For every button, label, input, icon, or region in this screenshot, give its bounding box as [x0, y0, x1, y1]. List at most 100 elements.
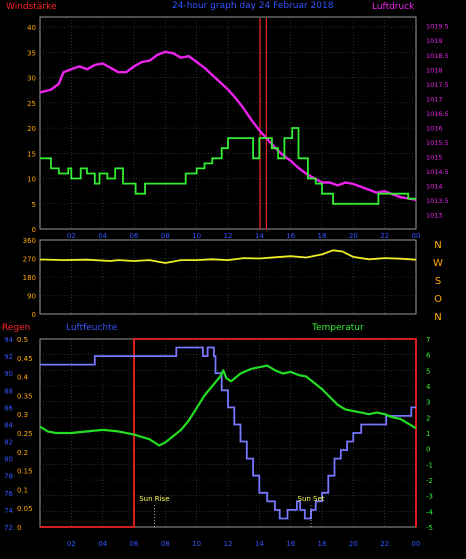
- x-tick-label: 10: [192, 540, 201, 548]
- rain-tick-label: 0.2: [17, 449, 28, 457]
- pressure-line: [39, 50, 417, 202]
- wind-tick-label: 20: [27, 125, 36, 133]
- temperature-tick-label: 1: [426, 430, 430, 438]
- temperature-tick-label: -3: [426, 493, 433, 501]
- rain-axis-title: Regen: [2, 323, 30, 333]
- pressure-tick-label: 1016: [426, 124, 443, 132]
- humidity-tick-label: 72: [4, 524, 13, 532]
- x-tick-label: 02: [67, 232, 76, 240]
- wind-tick-label: 10: [27, 176, 36, 184]
- wind-tick-label: 5: [32, 201, 36, 209]
- humidity-line: [40, 346, 416, 520]
- x-tick-label: 20: [349, 540, 358, 548]
- pressure-tick-label: 1014.5: [426, 168, 449, 176]
- compass-label: W: [433, 258, 443, 269]
- pressure-tick-label: 1015: [426, 153, 443, 161]
- humidity-tick-label: 76: [4, 490, 13, 498]
- chart-title: 24-hour graph day 24 Februar 2018: [172, 1, 334, 11]
- pressure-tick-label: 1019: [426, 37, 443, 45]
- humidity-tick-label: 74: [4, 507, 13, 515]
- pressure-tick-label: 1017: [426, 95, 443, 103]
- humidity-tick-label: 80: [4, 456, 13, 464]
- wind-line: [40, 127, 416, 205]
- compass-label: S: [435, 276, 441, 287]
- wind-tick-label: 35: [27, 49, 36, 57]
- pressure-tick-label: 1016.5: [426, 110, 449, 118]
- sunset-label: Sun Set: [298, 495, 325, 503]
- wind-tick-label: 30: [27, 75, 36, 83]
- temperature-tick-label: -1: [426, 461, 433, 469]
- temperature-axis-title: Temperatur: [311, 323, 364, 333]
- compass-label: N: [434, 312, 441, 323]
- rain-tick-label: 0.1: [17, 486, 28, 494]
- x-tick-label: 18: [318, 232, 327, 240]
- direction-tick-label: 180: [23, 274, 36, 282]
- humidity-tick-label: 88: [4, 387, 13, 395]
- x-tick-label: 06: [130, 540, 139, 548]
- rain-tick-label: 0.05: [17, 505, 33, 513]
- wind-axis-title: Windstärke: [6, 2, 57, 12]
- rain-tick-label: 0.45: [17, 355, 33, 363]
- wind-tick-label: 25: [27, 100, 36, 108]
- temperature-tick-label: 2: [426, 414, 430, 422]
- direction-tick-label: 360: [23, 237, 36, 245]
- rain-tick-label: 0: [17, 524, 21, 532]
- rain-tick-label: 0.3: [17, 411, 28, 419]
- x-tick-label: 14: [255, 540, 264, 548]
- temperature-tick-label: 3: [426, 399, 430, 407]
- x-tick-label: 06: [130, 232, 139, 240]
- x-tick-label: 10: [192, 232, 201, 240]
- pressure-tick-label: 1017.5: [426, 81, 449, 89]
- x-tick-label: 08: [161, 232, 170, 240]
- humidity-tick-label: 86: [4, 404, 13, 412]
- rain-tick-label: 0.15: [17, 468, 33, 476]
- compass-label: N: [434, 240, 441, 251]
- humidity-tick-label: 78: [4, 473, 13, 481]
- wind-tick-label: 15: [27, 150, 36, 158]
- direction-tick-label: 0: [32, 311, 36, 319]
- rain-tick-label: 0.25: [17, 430, 33, 438]
- x-tick-label: 16: [286, 232, 295, 240]
- direction-line: [39, 249, 417, 264]
- x-tick-label: 22: [380, 540, 389, 548]
- wind-tick-label: 40: [27, 24, 36, 32]
- humidity-tick-label: 90: [4, 370, 13, 378]
- humidity-tick-label: 94: [4, 336, 13, 344]
- temperature-tick-label: -4: [426, 508, 434, 516]
- x-tick-label: 08: [161, 540, 170, 548]
- humidity-tick-label: 92: [4, 353, 13, 361]
- x-tick-label: 12: [224, 232, 233, 240]
- x-tick-label: 18: [318, 540, 327, 548]
- temperature-tick-label: 5: [426, 367, 430, 375]
- wind-tick-label: 0: [32, 226, 36, 234]
- pressure-tick-label: 1018: [426, 66, 443, 74]
- pressure-tick-label: 1013.5: [426, 197, 449, 205]
- x-tick-label: 22: [380, 232, 389, 240]
- grid-layer: [39, 16, 417, 528]
- pressure-tick-label: 1013: [426, 211, 443, 219]
- sunrise-label: Sun Rise: [139, 495, 169, 503]
- x-tick-label: 00: [412, 540, 421, 548]
- rain-line: [40, 338, 417, 528]
- direction-tick-label: 90: [27, 293, 36, 301]
- x-tick-label: 16: [286, 540, 295, 548]
- x-tick-label: 02: [67, 540, 76, 548]
- series-layer: [39, 18, 417, 528]
- pressure-tick-label: 1018.5: [426, 52, 449, 60]
- temperature-tick-label: -5: [426, 524, 433, 532]
- x-tick-label: 14: [255, 232, 264, 240]
- pressure-tick-label: 1014: [426, 182, 443, 190]
- x-tick-label: 04: [98, 232, 107, 240]
- temperature-tick-label: 7: [426, 336, 430, 344]
- x-tick-label: 20: [349, 232, 358, 240]
- temperature-tick-label: 6: [426, 352, 431, 360]
- temperature-tick-label: -2: [426, 477, 433, 485]
- x-tick-label: 04: [98, 540, 107, 548]
- temperature-tick-label: 0: [426, 446, 430, 454]
- rain-tick-label: 0.35: [17, 392, 33, 400]
- direction-tick-label: 270: [23, 256, 36, 264]
- x-tick-label: 00: [412, 232, 421, 240]
- pressure-tick-label: 1019.5: [426, 23, 449, 31]
